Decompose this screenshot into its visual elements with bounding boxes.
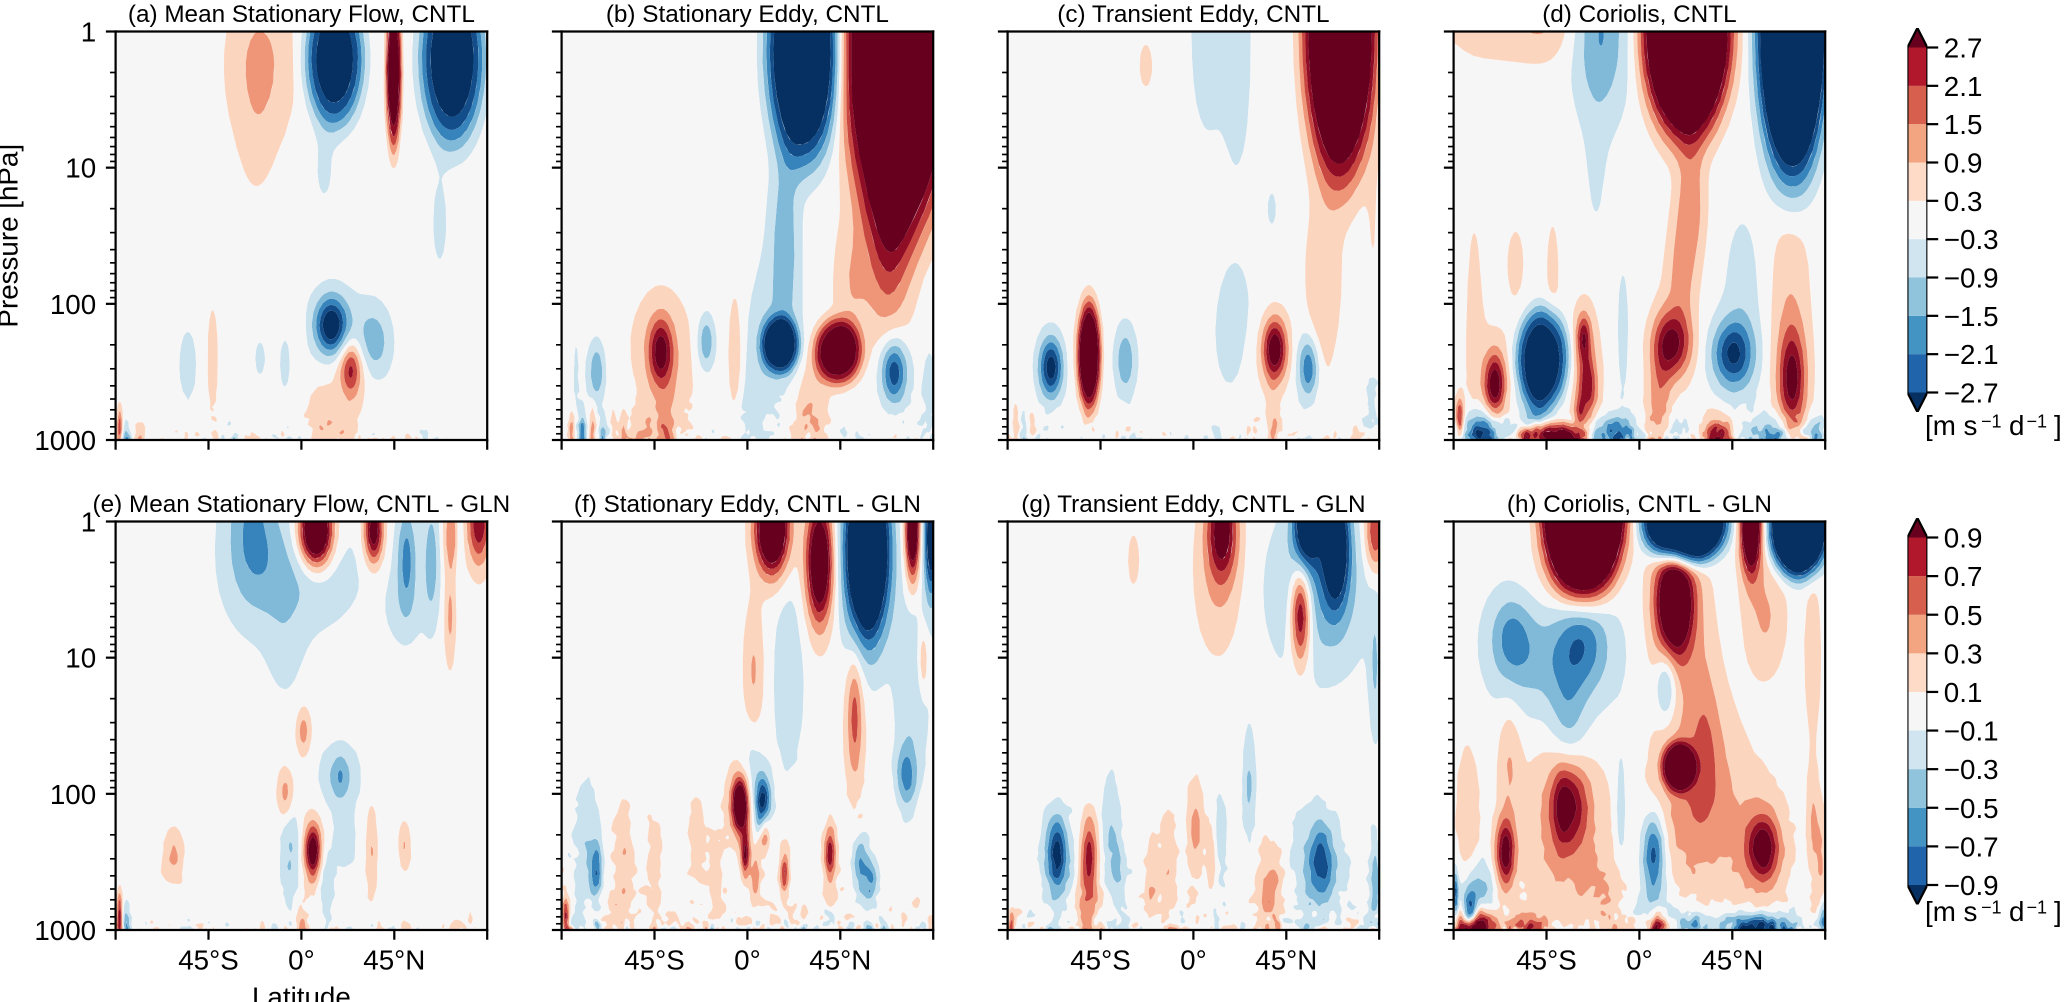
svg-text:1000: 1000 bbox=[34, 915, 96, 946]
svg-text:d: d bbox=[2009, 410, 2024, 441]
svg-text:]: ] bbox=[2054, 896, 2062, 927]
svg-text:−0.9: −0.9 bbox=[1944, 263, 1999, 294]
svg-text:−1.5: −1.5 bbox=[1944, 301, 1999, 332]
svg-text:−0.3: −0.3 bbox=[1944, 754, 1999, 785]
svg-text:−2.1: −2.1 bbox=[1944, 339, 1999, 370]
svg-text:45°N: 45°N bbox=[363, 945, 425, 976]
svg-text:1: 1 bbox=[81, 507, 96, 538]
svg-text:(a) Mean Stationary Flow, CNTL: (a) Mean Stationary Flow, CNTL bbox=[128, 1, 475, 28]
svg-text:0°: 0° bbox=[288, 945, 315, 976]
svg-text:1.5: 1.5 bbox=[1944, 109, 1983, 140]
svg-text:0°: 0° bbox=[1626, 945, 1653, 976]
svg-text:−1: −1 bbox=[2027, 898, 2048, 918]
svg-text:45°S: 45°S bbox=[624, 945, 685, 976]
svg-text:45°N: 45°N bbox=[1255, 945, 1317, 976]
svg-text:45°N: 45°N bbox=[1701, 945, 1763, 976]
svg-text:−0.5: −0.5 bbox=[1944, 793, 1999, 824]
svg-text:−0.9: −0.9 bbox=[1944, 870, 1999, 901]
svg-text:]: ] bbox=[2054, 410, 2062, 441]
svg-text:(c) Transient Eddy, CNTL: (c) Transient Eddy, CNTL bbox=[1057, 1, 1329, 28]
svg-text:45°N: 45°N bbox=[809, 945, 871, 976]
svg-text:(e) Mean Stationary Flow, CNTL: (e) Mean Stationary Flow, CNTL - GLN bbox=[93, 491, 511, 518]
svg-text:1: 1 bbox=[81, 17, 96, 48]
svg-text:0.9: 0.9 bbox=[1944, 148, 1983, 179]
svg-text:45°S: 45°S bbox=[178, 945, 239, 976]
svg-text:0.7: 0.7 bbox=[1944, 561, 1983, 592]
svg-text:0.1: 0.1 bbox=[1944, 677, 1983, 708]
svg-text:2.7: 2.7 bbox=[1944, 33, 1983, 64]
svg-text:0.3: 0.3 bbox=[1944, 638, 1983, 669]
svg-text:−1: −1 bbox=[1981, 898, 2002, 918]
svg-text:(h) Coriolis, CNTL - GLN: (h) Coriolis, CNTL - GLN bbox=[1507, 491, 1772, 518]
svg-text:0°: 0° bbox=[1180, 945, 1207, 976]
svg-text:2.1: 2.1 bbox=[1944, 71, 1983, 102]
svg-text:1000: 1000 bbox=[34, 425, 96, 456]
svg-text:100: 100 bbox=[50, 289, 96, 320]
svg-text:[m s: [m s bbox=[1925, 896, 1977, 927]
svg-text:10: 10 bbox=[65, 643, 96, 674]
svg-text:0°: 0° bbox=[734, 945, 761, 976]
svg-text:100: 100 bbox=[50, 779, 96, 810]
svg-text:[m s: [m s bbox=[1925, 410, 1977, 441]
svg-text:Latitude: Latitude bbox=[252, 982, 351, 1002]
svg-text:(b) Stationary Eddy, CNTL: (b) Stationary Eddy, CNTL bbox=[606, 1, 889, 28]
svg-text:(f) Stationary Eddy, CNTL - GL: (f) Stationary Eddy, CNTL - GLN bbox=[574, 491, 921, 518]
svg-text:10: 10 bbox=[65, 153, 96, 184]
svg-text:−2.7: −2.7 bbox=[1944, 378, 1999, 409]
svg-text:0.3: 0.3 bbox=[1944, 186, 1983, 217]
svg-text:(g) Transient Eddy, CNTL - GLN: (g) Transient Eddy, CNTL - GLN bbox=[1021, 491, 1365, 518]
svg-text:−1: −1 bbox=[1981, 412, 2002, 432]
svg-text:0.5: 0.5 bbox=[1944, 600, 1983, 631]
svg-text:−1: −1 bbox=[2027, 412, 2048, 432]
svg-text:(d) Coriolis, CNTL: (d) Coriolis, CNTL bbox=[1542, 1, 1736, 28]
svg-text:d: d bbox=[2009, 896, 2024, 927]
svg-text:45°S: 45°S bbox=[1070, 945, 1131, 976]
svg-text:0.9: 0.9 bbox=[1944, 523, 1983, 554]
svg-text:45°S: 45°S bbox=[1516, 945, 1577, 976]
svg-text:−0.1: −0.1 bbox=[1944, 716, 1999, 747]
svg-text:−0.7: −0.7 bbox=[1944, 831, 1999, 862]
svg-text:−0.3: −0.3 bbox=[1944, 224, 1999, 255]
svg-text:Pressure [hPa]: Pressure [hPa] bbox=[0, 144, 23, 328]
